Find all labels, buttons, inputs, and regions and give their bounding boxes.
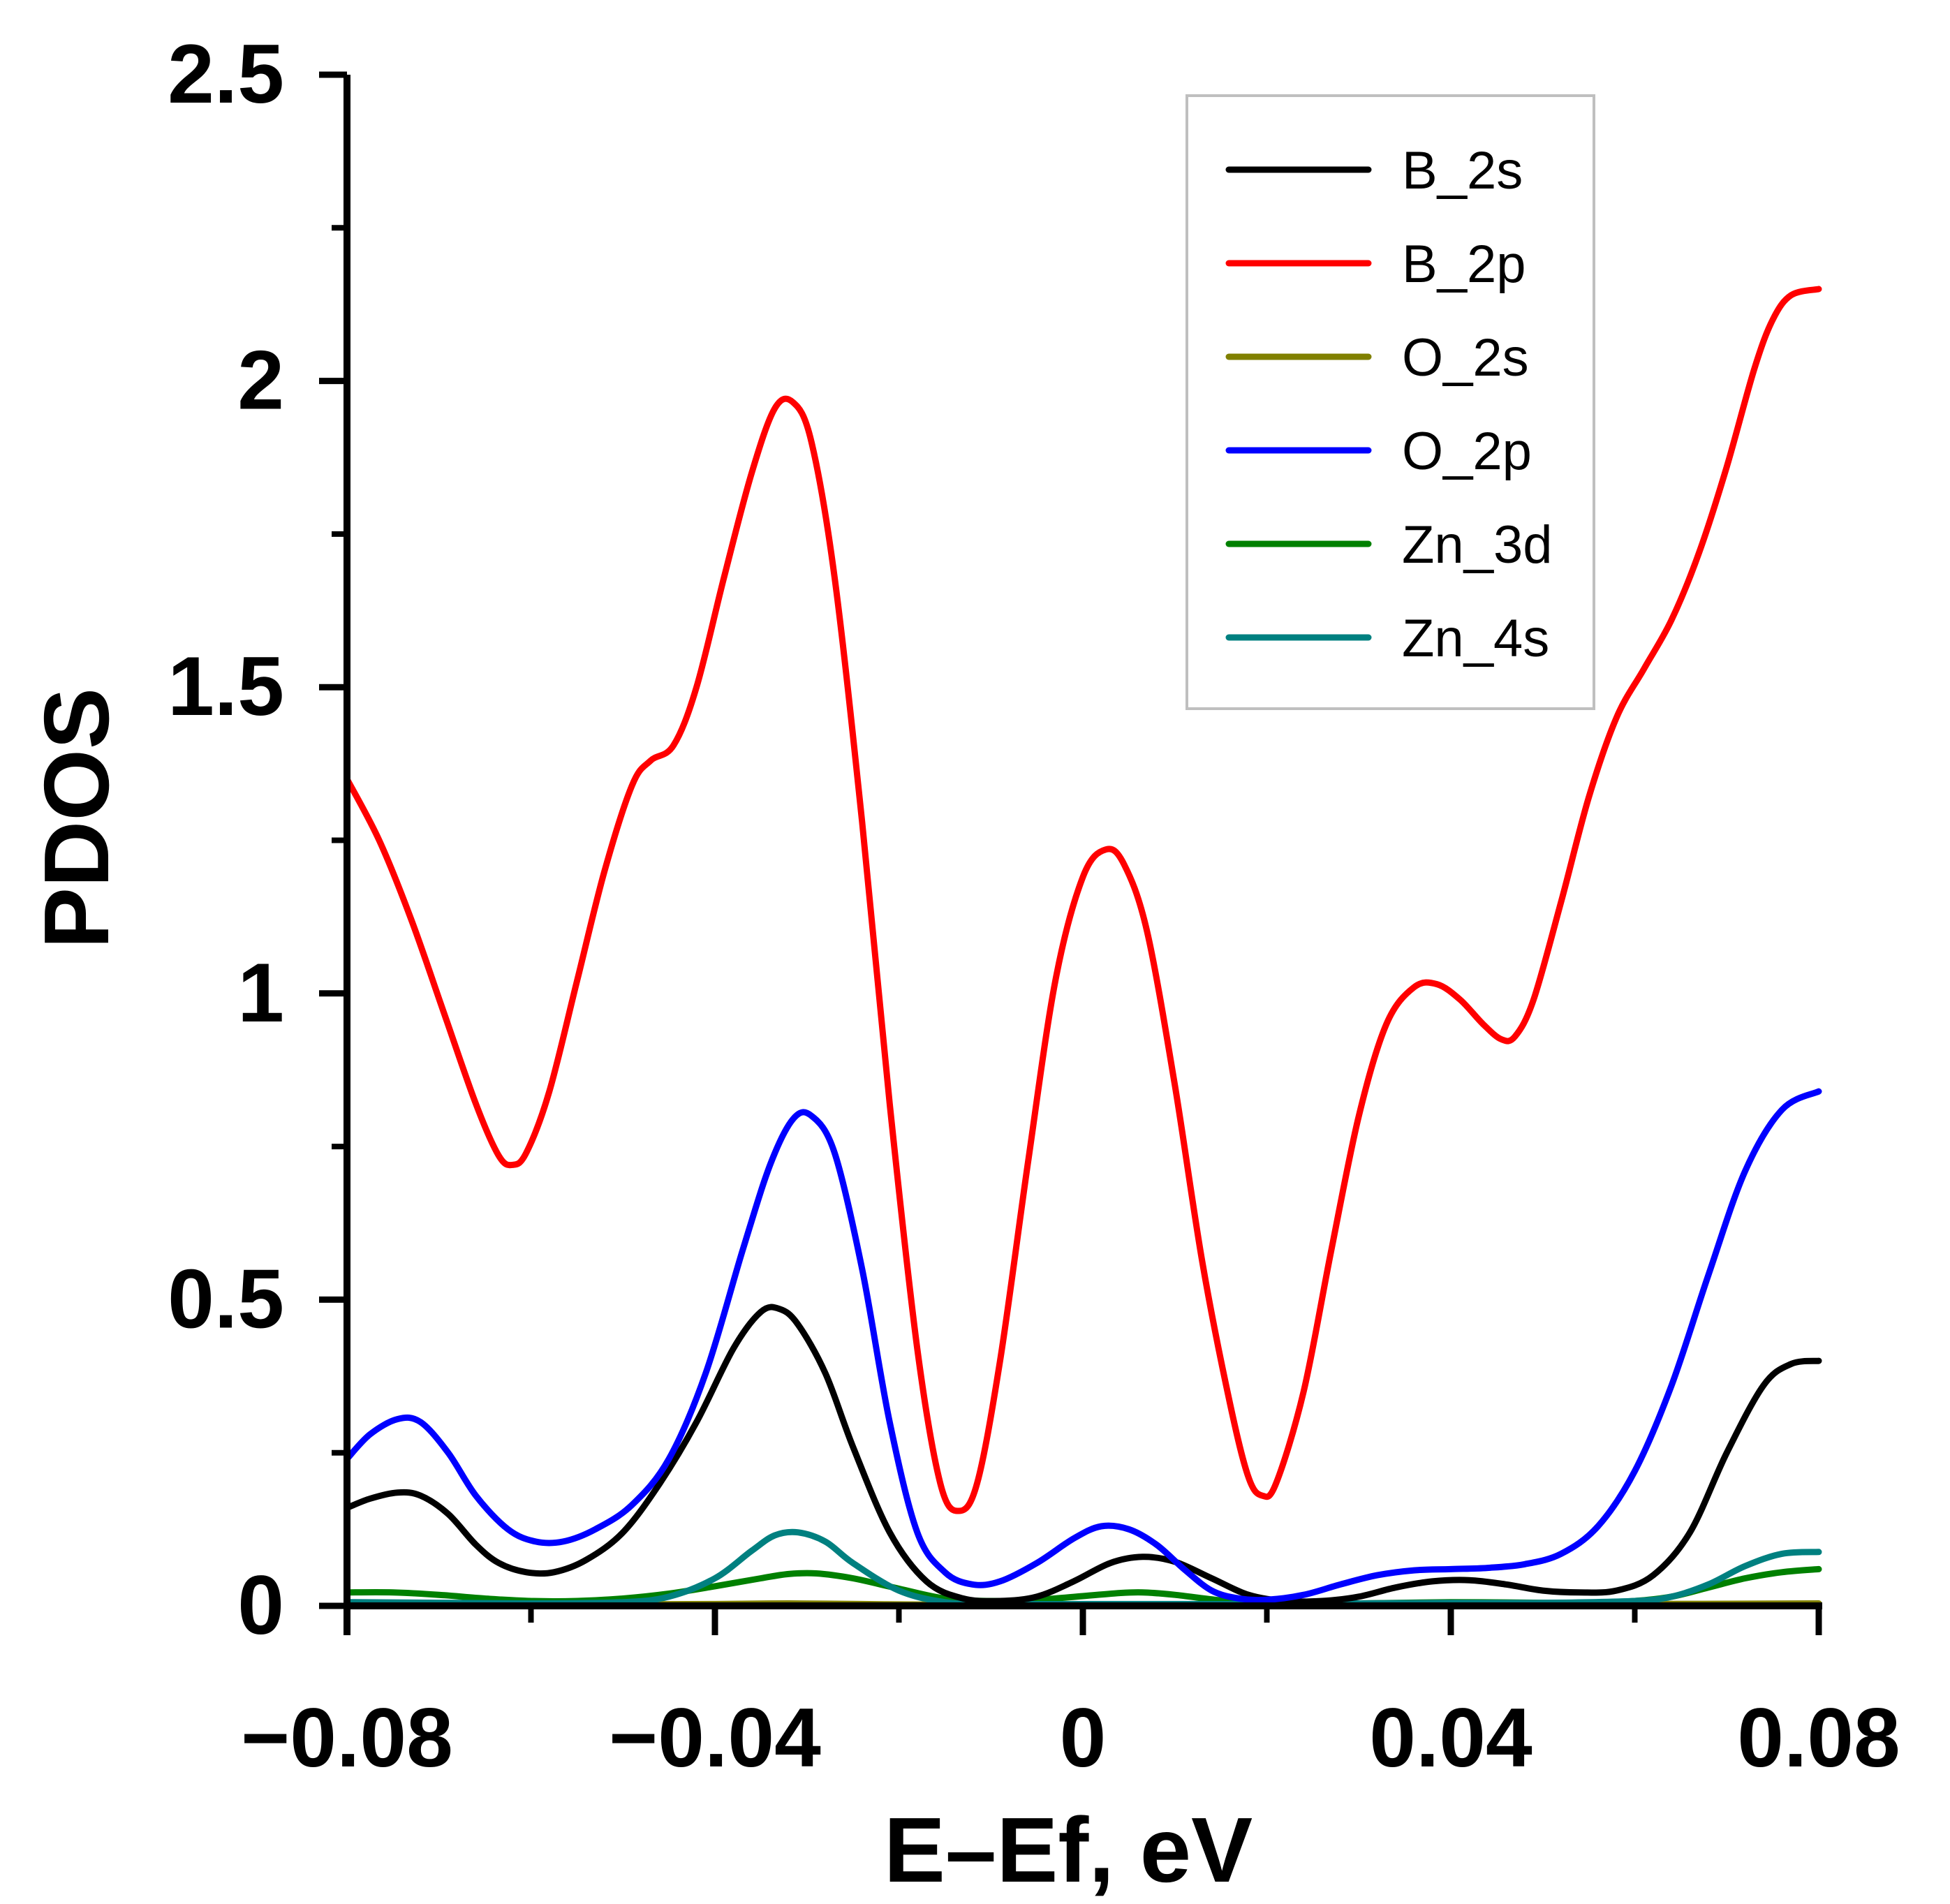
x-axis-title: E–Ef, eV <box>884 1799 1253 1901</box>
legend-label-b-2s: B_2s <box>1402 141 1523 200</box>
x-tick-label: 0.08 <box>1737 1691 1900 1785</box>
series-line-b-2s <box>344 1304 1822 1605</box>
x-tick-label: −0.04 <box>609 1691 821 1785</box>
legend: B_2s B_2p O_2s O_2p Zn_3d Zn_4s <box>1185 94 1595 710</box>
legend-label-b-2p: B_2p <box>1402 235 1526 294</box>
legend-label-zn-4s: Zn_4s <box>1402 609 1549 668</box>
y-tick-label: 2 <box>237 334 284 427</box>
y-tick-label: 0.5 <box>168 1252 284 1345</box>
legend-label-o-2s: O_2s <box>1402 328 1529 388</box>
legend-label-zn-3d: Zn_3d <box>1402 515 1553 575</box>
x-tick-label: 0.04 <box>1369 1691 1532 1785</box>
series-line-o-2p <box>344 1088 1822 1604</box>
axes: 0 0.5 1 1.5 2 2.5 −0.08 −0.04 0 0.04 0.08 <box>168 27 1900 1785</box>
y-tick-label: 2.5 <box>168 27 284 121</box>
x-tick-label: −0.08 <box>241 1691 453 1785</box>
y-axis-title: PDOS <box>25 688 128 949</box>
y-tick-label: 1.5 <box>168 640 284 733</box>
x-tick-label: 0 <box>1060 1691 1107 1785</box>
legend-box <box>1185 94 1595 710</box>
series-line-b-2p <box>344 286 1822 1514</box>
y-tick-label: 1 <box>237 946 284 1040</box>
legend-label-o-2p: O_2p <box>1402 422 1532 481</box>
y-tick-label: 0 <box>237 1558 284 1652</box>
